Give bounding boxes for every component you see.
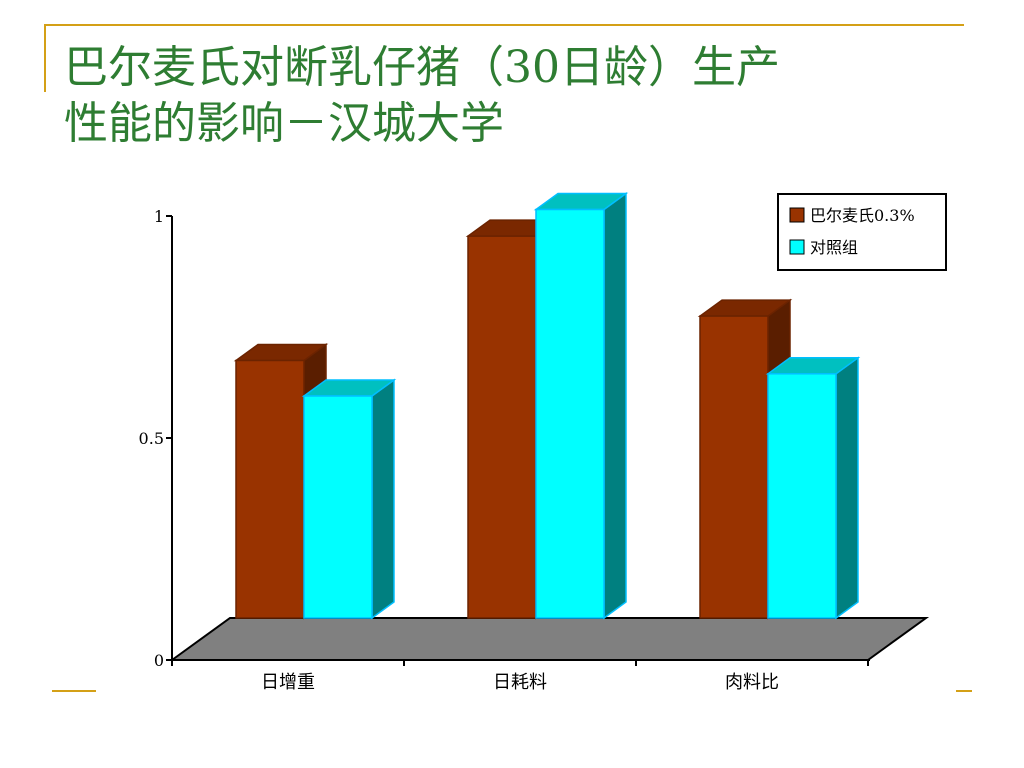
floor-plane <box>168 617 930 661</box>
legend-label: 对照组 <box>810 238 858 257</box>
bar-front <box>535 208 605 619</box>
x-tick-label: 肉料比 <box>725 672 779 693</box>
bar-side <box>603 192 627 620</box>
accent-line-bottom-right <box>956 690 972 692</box>
bar-front <box>303 395 373 619</box>
legend-label: 巴尔麦氏0.3% <box>810 206 915 225</box>
y-tick-label: 0.5 <box>139 429 164 448</box>
x-tick-label: 日耗料 <box>493 672 547 693</box>
accent-line-top <box>44 24 964 26</box>
x-tick-label: 日增重 <box>261 672 315 693</box>
chart-axes: 0 0.5 1 日增重 日耗料 肉料比 <box>139 207 870 693</box>
bar-front <box>699 315 769 619</box>
y-tick-label: 1 <box>154 207 164 226</box>
bar-side <box>835 356 859 620</box>
bar <box>765 356 861 620</box>
chart-floor <box>168 617 930 661</box>
bar-front <box>235 359 305 619</box>
slide-title: 巴尔麦氏对断乳仔猪（30日龄）生产 性能的影响－汉城大学 <box>64 40 964 152</box>
title-line-1: 巴尔麦氏对断乳仔猪（30日龄）生产 <box>64 42 780 93</box>
bar <box>533 192 629 620</box>
legend-box <box>777 193 947 271</box>
chart-bars <box>233 192 861 620</box>
legend-swatch <box>789 239 805 255</box>
accent-line-left <box>44 24 46 92</box>
bar <box>301 378 397 620</box>
legend-swatch <box>789 207 805 223</box>
bar-side <box>371 378 395 620</box>
bar-front <box>467 235 537 619</box>
accent-line-bottom-left <box>52 690 96 692</box>
title-line-2: 性能的影响－汉城大学 <box>64 98 504 149</box>
y-tick-label: 0 <box>154 651 164 670</box>
chart-legend: 巴尔麦氏0.3% 对照组 <box>777 193 947 271</box>
bar-front <box>767 373 837 619</box>
